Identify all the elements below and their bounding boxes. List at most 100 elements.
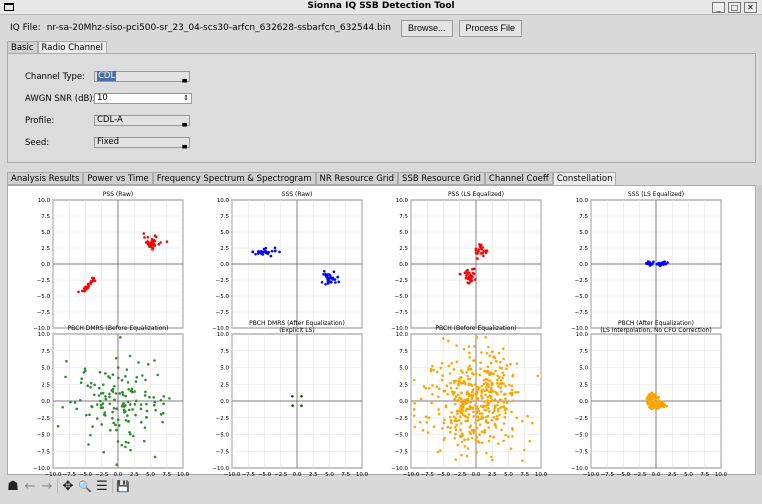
awgn-snr-spinbox[interactable]: 10 ⇕ xyxy=(94,93,192,104)
data-point xyxy=(464,419,467,423)
plot-title: PBCH DMRS (Before Equalization) xyxy=(68,325,169,332)
data-point xyxy=(147,241,151,244)
zoom-icon[interactable]: 🔍 xyxy=(78,479,92,493)
data-point xyxy=(111,387,115,391)
profile-select[interactable]: CDL-A ▄ xyxy=(94,115,190,127)
data-point xyxy=(474,399,478,402)
x-tick-label: −10.0 xyxy=(403,472,420,476)
data-point xyxy=(472,359,475,362)
data-point xyxy=(152,396,156,399)
seed-select[interactable]: Fixed ▄ xyxy=(94,137,190,149)
data-point xyxy=(168,397,171,400)
y-tick-label: 2.5 xyxy=(579,246,588,252)
data-point xyxy=(468,404,472,408)
data-point xyxy=(494,426,498,429)
data-point xyxy=(429,369,433,373)
data-point xyxy=(476,397,480,400)
y-tick-label: 10.0 xyxy=(396,198,409,204)
data-point xyxy=(482,378,486,382)
tab-channel-coeff[interactable]: Channel Coeff xyxy=(484,172,553,185)
y-tick-label: −7.5 xyxy=(216,310,230,316)
x-tick-label: 0.0 xyxy=(652,472,661,476)
y-tick-label: −2.5 xyxy=(395,416,409,422)
y-tick-label: 7.5 xyxy=(41,349,50,355)
y-tick-label: 10.0 xyxy=(38,332,51,338)
configure-subplots-icon[interactable]: ☰ xyxy=(96,478,108,494)
data-point xyxy=(486,421,490,424)
data-point xyxy=(124,375,127,378)
data-point xyxy=(325,275,329,278)
data-point xyxy=(481,405,485,409)
data-point xyxy=(137,361,140,364)
back-icon[interactable]: ← xyxy=(24,478,36,494)
constellation-figure: −10.0 −7.5 −5.0 −2.5 0.0 2.5 5.0 7.5 10.0 PSS (Ra… xyxy=(7,185,756,478)
forward-icon[interactable]: → xyxy=(41,478,53,494)
home-icon[interactable]: ☗ xyxy=(7,478,19,494)
data-point xyxy=(464,402,467,405)
data-point xyxy=(459,397,463,401)
data-point xyxy=(490,455,493,459)
subplot: −10.0−10.0−7.5−7.5−5.0−5.0−2.5−2.50.00.0… xyxy=(571,320,727,478)
y-tick-label: −10.0 xyxy=(33,466,50,472)
data-point xyxy=(468,351,471,355)
data-point xyxy=(528,439,532,443)
data-point xyxy=(95,403,99,406)
pan-icon[interactable]: ✥ xyxy=(62,478,74,494)
scrollbar[interactable] xyxy=(757,185,762,475)
minimize-button[interactable]: _ xyxy=(712,2,725,13)
browse-button[interactable]: Browse... xyxy=(400,19,453,37)
data-point xyxy=(463,414,467,418)
tab-analysis-results[interactable]: Analysis Results xyxy=(7,172,84,185)
data-point xyxy=(483,249,486,253)
data-point xyxy=(440,378,444,382)
data-point xyxy=(95,417,99,420)
data-point xyxy=(412,378,416,382)
process-file-button[interactable]: Process File xyxy=(458,19,523,37)
data-point xyxy=(463,438,466,442)
file-row: IQ File: nr-sa-20Mhz-siso-pci500-sr_23_0… xyxy=(10,19,523,37)
data-point xyxy=(124,418,128,422)
tab-nr-resource-grid[interactable]: NR Resource Grid xyxy=(315,172,399,185)
data-point xyxy=(485,249,489,252)
data-point xyxy=(115,428,118,432)
data-point xyxy=(111,417,114,420)
channel-type-select[interactable]: CDL ▄ xyxy=(94,71,190,83)
data-point xyxy=(101,391,105,395)
data-point xyxy=(153,455,157,459)
data-point xyxy=(131,408,134,411)
x-tick-label: −7.5 xyxy=(63,472,77,476)
tab-frequency-spectrum[interactable]: Frequency Spectrum & Spectrogram xyxy=(152,172,316,185)
data-point xyxy=(454,395,458,398)
y-tick-label: 0.0 xyxy=(220,262,229,268)
data-point xyxy=(441,374,444,377)
maximize-button[interactable]: □ xyxy=(728,2,741,13)
save-icon[interactable]: 💾 xyxy=(116,479,130,493)
y-tick-label: −2.5 xyxy=(395,278,409,284)
data-point xyxy=(104,372,107,375)
data-point xyxy=(111,390,115,393)
dropdown-arrow-icon: ▄ xyxy=(182,142,187,149)
data-point xyxy=(470,267,474,271)
tab-power-vs-time[interactable]: Power vs Time xyxy=(83,172,153,185)
data-point xyxy=(459,434,462,438)
data-point xyxy=(511,428,514,431)
data-point xyxy=(91,425,94,428)
data-point xyxy=(459,415,462,419)
spin-arrows-icon[interactable]: ⇕ xyxy=(183,94,189,102)
data-point xyxy=(108,402,112,406)
y-tick-label: −7.5 xyxy=(575,310,589,316)
y-tick-label: 0.0 xyxy=(579,399,588,405)
data-point xyxy=(412,407,416,411)
data-point xyxy=(261,250,265,254)
tab-ssb-resource-grid[interactable]: SSB Resource Grid xyxy=(398,172,485,185)
data-point xyxy=(102,450,106,454)
data-point xyxy=(113,384,116,388)
data-point xyxy=(651,394,655,398)
y-tick-label: 2.5 xyxy=(220,246,229,252)
data-point xyxy=(501,376,504,380)
tab-constellation[interactable]: Constellation xyxy=(552,172,617,185)
data-point xyxy=(56,425,60,428)
close-button[interactable]: ✕ xyxy=(744,2,757,13)
data-point xyxy=(497,442,500,445)
data-point xyxy=(123,410,127,413)
